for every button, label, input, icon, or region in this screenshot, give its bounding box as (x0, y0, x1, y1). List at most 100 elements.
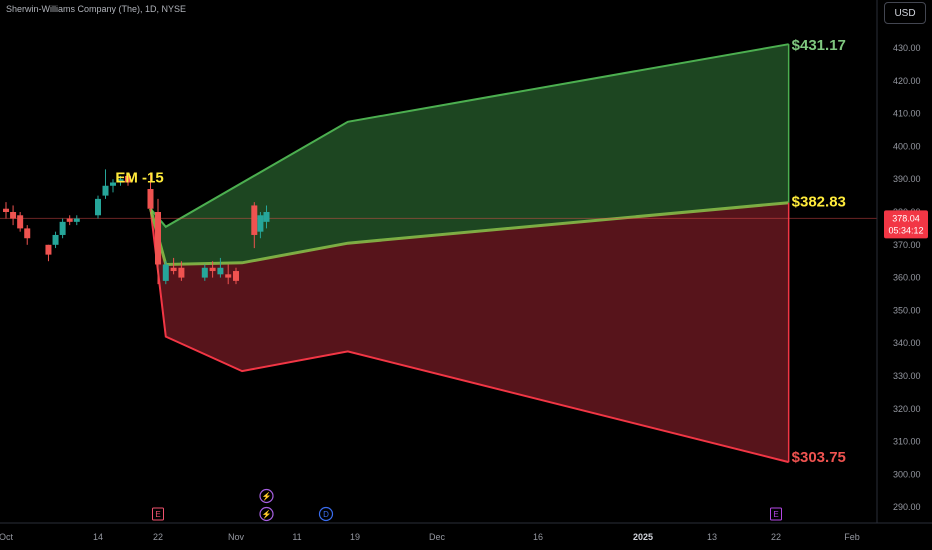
candle-body (170, 267, 177, 272)
candle-body (52, 234, 59, 245)
candle[interactable] (102, 169, 109, 199)
time-tick-label: 2025 (633, 532, 653, 542)
candle-body (162, 264, 169, 281)
candle[interactable] (59, 218, 66, 239)
current-price-badge: 378.04 05:34:12 (884, 210, 928, 239)
price-tick-label: 340.00 (893, 338, 921, 348)
event-marker-frame (259, 506, 274, 522)
candle[interactable] (10, 205, 17, 226)
price-tick-label: 370.00 (893, 240, 921, 250)
event-marker[interactable]: ⚡ (259, 488, 274, 504)
candle[interactable] (3, 202, 9, 219)
time-tick-label: 16 (533, 532, 543, 542)
event-marker-glyph: E (155, 510, 160, 519)
lower-range-fill (150, 202, 789, 463)
candle-body (178, 267, 185, 278)
candle-body (17, 215, 24, 229)
candle-body (147, 189, 154, 209)
price-tick-label: 330.00 (893, 371, 921, 381)
event-marker-frame (259, 488, 274, 504)
candle[interactable] (162, 261, 169, 285)
time-tick-label: 11 (292, 532, 301, 542)
price-tick-label: 310.00 (893, 437, 921, 447)
candle[interactable] (233, 267, 239, 285)
event-marker-frame (318, 506, 334, 522)
candle-body (102, 185, 109, 196)
currency-button[interactable]: USD (884, 2, 926, 24)
candle[interactable] (257, 212, 264, 239)
candle[interactable] (95, 195, 101, 219)
candle[interactable] (225, 264, 232, 285)
event-marker-glyph: ⚡ (262, 491, 272, 501)
price-tick-label: 400.00 (893, 141, 921, 151)
candle-body (66, 218, 73, 222)
candle[interactable] (73, 215, 80, 226)
lower-range-line (149, 208, 789, 464)
candle-body (73, 218, 80, 222)
time-tick-label: Oct (0, 532, 13, 542)
candle[interactable] (117, 175, 124, 186)
time-tick-label: Feb (844, 532, 860, 542)
candle[interactable] (201, 264, 208, 281)
candle[interactable] (24, 225, 31, 245)
event-marker-glyph: D (323, 510, 329, 519)
time-tick-label: 22 (153, 532, 163, 542)
candle[interactable] (125, 172, 131, 186)
event-marker[interactable]: ⚡ (259, 506, 274, 522)
price-tick-label: 290.00 (893, 502, 921, 512)
candle-body (45, 244, 52, 255)
current-price-value: 378.04 (892, 213, 920, 223)
time-tick-label: 19 (350, 532, 360, 542)
event-marker-frame (152, 507, 164, 521)
event-markers: E ⚡ ⚡ D E (152, 488, 782, 522)
event-marker-glyph: E (773, 510, 778, 519)
candle[interactable] (110, 179, 116, 193)
candle[interactable] (52, 231, 59, 249)
candle[interactable] (209, 261, 216, 278)
candle[interactable] (263, 205, 270, 229)
event-marker[interactable]: D (318, 506, 334, 522)
candle-body (125, 175, 131, 183)
upper-range-fill (150, 44, 789, 265)
candle-body (257, 215, 264, 232)
price-tick-label: 410.00 (893, 109, 921, 119)
candle[interactable] (45, 244, 52, 262)
candle-body (10, 212, 17, 219)
time-axis[interactable]: Oct 14 22 Nov 11 19 Dec 16 2025 13 22 Feb (0, 532, 860, 542)
mid-price-label: $382.83 (792, 194, 846, 211)
candle-body (95, 198, 101, 216)
price-axis[interactable]: 430.00420.00410.00400.00390.00380.00370.… (893, 43, 921, 512)
candle-body (155, 212, 161, 265)
candle-body (217, 267, 224, 275)
candle[interactable] (178, 261, 185, 281)
candle[interactable] (17, 212, 24, 232)
price-tick-label: 420.00 (893, 76, 921, 86)
price-tick-label: 300.00 (893, 469, 921, 479)
candle[interactable] (170, 257, 177, 275)
time-tick-label: 13 (707, 532, 717, 542)
price-tick-label: 360.00 (893, 273, 921, 283)
candle-body (59, 221, 66, 235)
chart-title: Sherwin-Williams Company (The), 1D, NYSE (6, 4, 187, 14)
time-tick-label: Nov (228, 532, 245, 542)
time-tick-label: 14 (93, 532, 103, 542)
price-tick-label: 350.00 (893, 305, 921, 315)
candle[interactable] (66, 215, 73, 226)
candle-body (225, 274, 232, 278)
event-marker[interactable]: E (152, 507, 164, 521)
candle-body (3, 208, 9, 212)
time-tick-label: Dec (429, 532, 446, 542)
event-marker[interactable]: E (770, 507, 782, 521)
candle-body (209, 267, 216, 272)
candle-body (263, 212, 270, 222)
candle[interactable] (217, 257, 224, 278)
time-tick-label: 22 (771, 532, 781, 542)
candle[interactable] (147, 172, 154, 212)
candle[interactable] (155, 198, 161, 285)
candle-body (110, 182, 116, 186)
lower-price-label: $303.75 (792, 449, 846, 466)
candle-body (233, 271, 239, 281)
candle[interactable] (251, 202, 258, 249)
